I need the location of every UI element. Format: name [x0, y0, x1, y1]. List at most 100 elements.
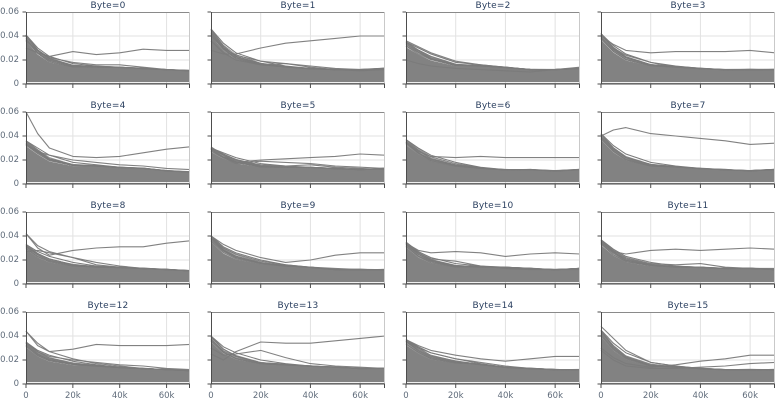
- subplot-title: Byte=6: [475, 101, 511, 111]
- subplot-byte-0: Byte=0 0.06 0.04 0.02 0: [0, 0, 195, 100]
- subplot-byte-15: Byte=15 0 20k 40k 60k: [585, 300, 780, 408]
- trace-envelope: [600, 133, 776, 172]
- plot-area: [22, 111, 191, 188]
- subplot-title: Byte=15: [667, 301, 709, 311]
- trace-outlier: [600, 240, 775, 269]
- trace-bundle-mass: [406, 47, 580, 82]
- trace-outlier: [210, 347, 386, 369]
- subplot-byte-9: Byte=9: [195, 200, 390, 300]
- trace-bundle-mass: [601, 39, 775, 82]
- subplot-title: Byte=7: [670, 101, 706, 111]
- trace-bundle-mass: [211, 341, 385, 382]
- trace-bundle-mass: [26, 249, 190, 282]
- y-tick-label: 0.06: [0, 107, 19, 117]
- y-tick-label: 0.02: [0, 255, 19, 265]
- subplot-byte-7: Byte=7: [585, 100, 780, 200]
- trace-bundle-mass: [26, 347, 190, 382]
- x-tick-label: 60k: [742, 391, 759, 401]
- y-tick-label: 0.04: [0, 331, 19, 341]
- x-tick-label: 0: [598, 391, 604, 401]
- trace-outlier: [25, 40, 191, 72]
- subplot-byte-10: Byte=10: [390, 200, 585, 300]
- trace-outlier: [600, 349, 776, 369]
- trace-bundle-mass: [406, 345, 580, 382]
- y-tick-label: 0.02: [0, 155, 19, 165]
- trace-outlier: [25, 249, 191, 272]
- subplot-title: Byte=5: [280, 101, 316, 111]
- x-tick-label: 40k: [497, 391, 514, 401]
- trace-outlier: [600, 347, 775, 368]
- trace-outlier: [25, 342, 191, 371]
- plot-area: [597, 11, 776, 88]
- x-tick-label: 20k: [447, 391, 464, 401]
- plot-area: [402, 111, 581, 188]
- y-tick-label: 0.06: [0, 207, 19, 217]
- trace-envelope: [210, 335, 385, 369]
- x-tick-label: 20k: [642, 391, 659, 401]
- y-tick-label: 0.02: [0, 355, 19, 365]
- x-tick-label: 40k: [302, 391, 319, 401]
- trace-bundle-mass: [26, 146, 190, 182]
- trace-outlier: [405, 339, 580, 362]
- subplot-byte-4: Byte=4 0.06 0.04 0.02 0: [0, 100, 195, 200]
- trace-outlier: [25, 233, 191, 256]
- trace-bundle-mass: [211, 152, 385, 182]
- subplot-title: Byte=10: [472, 201, 514, 211]
- trace-outlier: [25, 47, 190, 57]
- subplot-title: Byte=8: [90, 201, 126, 211]
- trace-bundle-mass: [601, 139, 775, 182]
- subplot-byte-12: Byte=12 0.06 0.04 0.02 0 0 20k 40k 60k: [0, 300, 195, 408]
- trace-outlier: [600, 127, 776, 145]
- plot-area: [22, 211, 191, 288]
- subplot-byte-3: Byte=3: [585, 0, 780, 100]
- y-tick-label: 0.04: [0, 131, 19, 141]
- plot-area: [597, 211, 776, 288]
- trace-outlier: [600, 33, 775, 71]
- y-tick-label: 0: [13, 279, 19, 289]
- subplot-byte-2: Byte=2: [390, 0, 585, 100]
- subplot-title: Byte=9: [280, 201, 316, 211]
- trace-outlier: [405, 340, 580, 371]
- subplot-byte-8: Byte=8 0.06 0.04 0.02 0: [0, 200, 195, 300]
- plot-area: [402, 311, 581, 388]
- trace-outlier: [405, 59, 581, 73]
- trace-outlier: [25, 111, 191, 159]
- trace-bundle-mass: [601, 245, 775, 282]
- plot-area: [402, 11, 581, 88]
- trace-outlier: [600, 35, 776, 54]
- plot-area: [22, 11, 191, 88]
- trace-outlier: [25, 143, 191, 171]
- plot-area: [402, 211, 581, 288]
- y-tick-label: 0.06: [0, 307, 19, 317]
- x-tick-label: 20k: [252, 391, 269, 401]
- subplot-title: Byte=3: [670, 1, 706, 11]
- trace-outlier: [210, 237, 385, 271]
- subplot-byte-1: Byte=1: [195, 0, 390, 100]
- subplot-title: Byte=13: [277, 301, 319, 311]
- subplot-title: Byte=0: [90, 1, 126, 11]
- y-tick-label: 0.04: [0, 231, 19, 241]
- trace-bundle-mass: [406, 145, 580, 182]
- trace-outlier: [210, 148, 386, 169]
- trace-outlier: [210, 40, 386, 72]
- x-tick-label: 60k: [352, 391, 369, 401]
- x-tick-label: 20k: [64, 391, 81, 401]
- x-tick-label: 60k: [547, 391, 564, 401]
- plot-area: [207, 111, 386, 188]
- trace-outlier: [405, 242, 581, 257]
- trace-bundle-mass: [601, 336, 775, 382]
- plot-area: [597, 111, 776, 188]
- subplot-title: Byte=1: [280, 1, 316, 11]
- y-tick-label: 0.04: [0, 31, 19, 41]
- y-tick-label: 0: [13, 379, 19, 389]
- trace-outlier: [210, 335, 386, 361]
- subplot-byte-11: Byte=11: [585, 200, 780, 300]
- y-tick-label: 0.02: [0, 55, 19, 65]
- y-tick-label: 0: [13, 179, 19, 189]
- trace-envelope: [405, 139, 581, 172]
- subplot-title: Byte=14: [472, 301, 514, 311]
- trace-outlier: [405, 141, 580, 159]
- trace-outlier: [210, 147, 386, 171]
- trace-outlier: [25, 330, 191, 353]
